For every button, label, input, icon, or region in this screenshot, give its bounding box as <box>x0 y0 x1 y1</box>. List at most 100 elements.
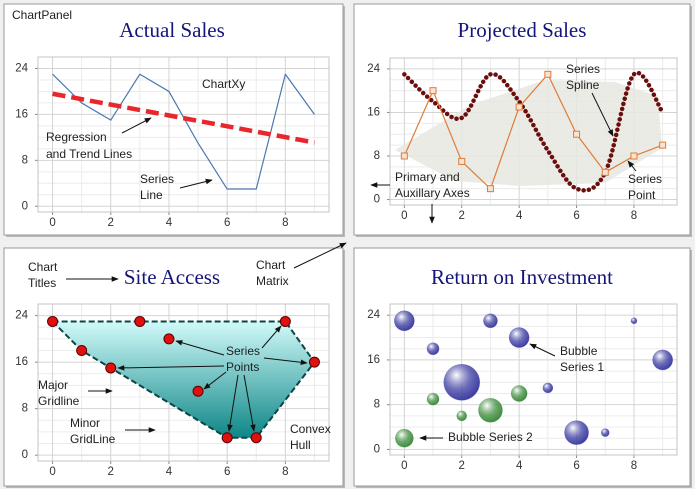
annotation-line: Series <box>628 172 662 186</box>
scatter-point <box>192 385 204 397</box>
y-tick-label: 8 <box>374 150 380 162</box>
chart-title: Actual Sales <box>119 18 225 42</box>
plots: Actual Sales 0 2 4 6 8 0 8 16 24 Projected Sales 0 2… <box>15 18 678 478</box>
annotation-arrow <box>591 92 614 137</box>
annotation-line: and Trend Lines <box>46 147 132 161</box>
y-tick-label: 24 <box>15 63 28 75</box>
annotation: Primary and Auxillary Axes <box>395 170 470 200</box>
scatter-point <box>134 315 146 327</box>
scatter-point <box>221 432 233 444</box>
annotation-arrow <box>243 374 256 432</box>
series-line <box>402 70 665 193</box>
bubble <box>652 349 673 371</box>
chart-title: Projected Sales <box>458 18 587 42</box>
bubble <box>394 310 415 332</box>
bubble <box>456 410 468 422</box>
y-tick-label: 16 <box>367 106 380 118</box>
annotation-line: Primary and <box>395 170 460 184</box>
annotation-line: Minor <box>70 416 100 430</box>
y-tick-label: 24 <box>367 309 380 321</box>
annotation-line: Chart <box>28 260 58 274</box>
scatter-point <box>47 315 59 327</box>
scatter-point <box>163 333 175 345</box>
annotation-arrow <box>529 343 556 357</box>
annotation-line: Bubble <box>560 344 598 358</box>
annotation-arrow <box>203 371 227 390</box>
annotation: Major Gridline <box>38 378 80 408</box>
x-tick-label: 4 <box>166 466 173 478</box>
annotation: Convex Hull <box>290 422 331 452</box>
plot-frame <box>389 57 678 206</box>
annotation: ChartXy <box>202 77 245 91</box>
annotation-line: Major <box>38 378 68 392</box>
plot-frame <box>389 303 678 456</box>
annotation-line: Series 1 <box>560 360 604 374</box>
point-marker <box>659 141 667 149</box>
x-tick-label: 0 <box>49 466 55 478</box>
x-tick-label: 6 <box>224 217 230 229</box>
panel <box>3 3 344 236</box>
x-tick-label: 4 <box>516 210 523 222</box>
point-marker <box>486 185 494 193</box>
point-marker <box>544 70 552 78</box>
x-tick-label: 8 <box>631 460 637 472</box>
y-tick-label: 0 <box>374 194 380 206</box>
annotation-line: Titles <box>28 276 56 290</box>
annotation-arrow <box>121 117 152 134</box>
point-marker <box>458 157 466 165</box>
x-tick-label: 6 <box>573 210 579 222</box>
annotation-line: Convex <box>290 422 331 436</box>
series-line <box>52 91 315 145</box>
bubble <box>483 313 498 329</box>
annotation-line: Point <box>628 188 656 202</box>
chart-title: Return on Investment <box>431 265 613 289</box>
annotation: Series Point <box>628 172 662 202</box>
annotation-arrow <box>627 160 637 172</box>
annotation-line: Hull <box>290 438 311 452</box>
annotation: Regression and Trend Lines <box>46 130 132 161</box>
bubble <box>478 397 503 423</box>
y-tick-label: 16 <box>367 354 380 366</box>
y-tick-label: 0 <box>374 443 380 455</box>
scatter-point <box>105 362 117 374</box>
y-tick-label: 16 <box>15 108 28 120</box>
y-tick-label: 8 <box>22 403 28 415</box>
point-marker <box>515 103 523 111</box>
bubble <box>542 382 554 394</box>
point-marker <box>601 168 609 176</box>
y-tick-label: 24 <box>367 63 380 75</box>
annotation-line: Spline <box>566 78 600 92</box>
bubble <box>426 342 440 356</box>
annotation-arrow <box>293 242 347 269</box>
scatter-point <box>308 356 320 368</box>
y-tick-label: 8 <box>22 154 28 166</box>
bubble <box>508 327 530 348</box>
x-tick-label: 8 <box>282 466 288 478</box>
x-tick-label: 0 <box>401 210 407 222</box>
annotation-line: Regression <box>46 130 107 144</box>
bubble <box>395 428 414 448</box>
annotation-line: Series <box>226 344 260 358</box>
point-marker <box>400 152 408 160</box>
annotation: Minor GridLine <box>70 416 116 446</box>
x-tick-label: 0 <box>49 217 55 229</box>
annotation-arrow <box>261 325 282 349</box>
bubble <box>443 363 481 401</box>
annotation-arrow <box>175 340 225 356</box>
x-tick-label: 4 <box>516 460 523 472</box>
annotation-line: Points <box>226 360 259 374</box>
annotation-line: Matrix <box>256 274 289 288</box>
annotation-arrow <box>263 357 308 366</box>
bubble <box>510 385 528 402</box>
annotation-line: Gridline <box>38 394 80 408</box>
annotation-arrow <box>227 374 239 432</box>
annotation-line: Bubble Series 2 <box>448 430 533 444</box>
y-tick-label: 16 <box>15 356 28 368</box>
annotation-line: Line <box>140 188 163 202</box>
annotation-line: Series <box>140 172 174 186</box>
x-tick-label: 4 <box>166 217 173 229</box>
annotation: Series Line <box>140 172 174 202</box>
scatter-point <box>76 345 88 357</box>
scatter-point <box>279 315 291 327</box>
